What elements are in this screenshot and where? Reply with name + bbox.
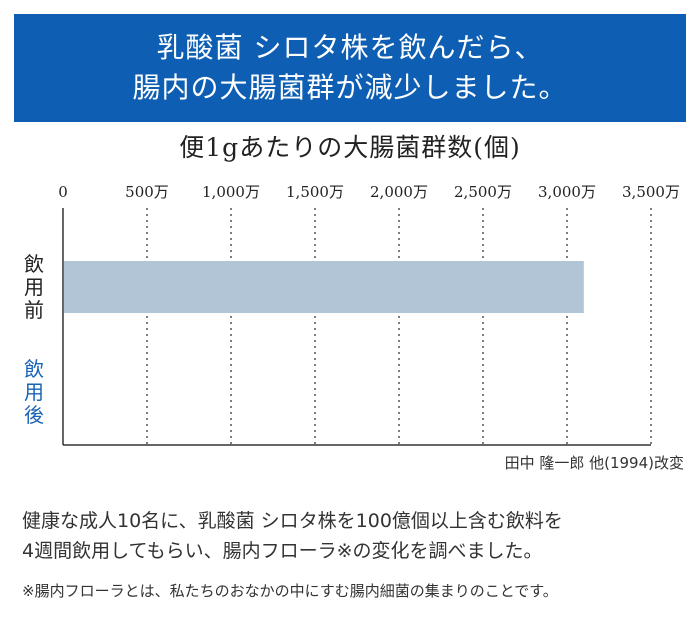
chart-title: 便1gあたりの大腸菌群数(個) — [179, 133, 521, 162]
category-label-after: 飲用後 — [24, 357, 44, 427]
bar-chart: 0 500万 1,000万 1,500万 2,000万 2,500万 3,000万 3,500… — [24, 183, 680, 446]
x-tick-label: 0 — [58, 183, 68, 201]
headline-line-2: 腸内の大腸菌群が減少しました。 — [132, 71, 568, 104]
x-tick-label: 500万 — [125, 183, 169, 201]
x-tick-label: 3,500万 — [622, 183, 680, 201]
x-tick-label: 1,500万 — [286, 183, 344, 201]
source-citation: 田中 隆一郎 他(1994)改変 — [504, 454, 684, 472]
x-tick-label: 2,500万 — [454, 183, 512, 201]
headline-line-1: 乳酸菌 シロタ株を飲んだら、 — [156, 31, 544, 64]
headline-banner: 乳酸菌 シロタ株を飲んだら、 腸内の大腸菌群が減少しました。 — [14, 14, 686, 122]
footnote: ※腸内フローラとは、私たちのおなかの中にすむ腸内細菌の集まりのことです。 — [22, 582, 558, 600]
bars — [64, 261, 584, 313]
x-tick-label: 2,000万 — [370, 183, 428, 201]
category-label-before: 飲用前 — [24, 252, 44, 322]
description-line-1: 健康な成人10名に、乳酸菌 シロタ株を100億個以上含む飲料を — [22, 510, 563, 532]
description: 健康な成人10名に、乳酸菌 シロタ株を100億個以上含む飲料を 4週間飲用しても… — [22, 506, 687, 566]
grid-lines — [146, 208, 652, 445]
description-line-2: 4週間飲用してもらい、腸内フローラ※の変化を調べました。 — [22, 540, 543, 562]
tick-labels: 0 500万 1,000万 1,500万 2,000万 2,500万 3,000万 3,500… — [58, 183, 680, 201]
x-tick-label: 3,000万 — [538, 183, 596, 201]
x-tick-label: 1,000万 — [202, 183, 260, 201]
bar-before — [64, 261, 584, 313]
